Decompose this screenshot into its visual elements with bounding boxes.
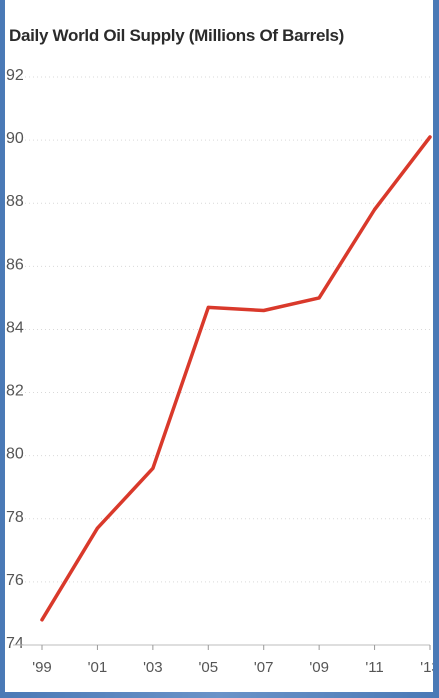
x-tick-label: '07 [254, 659, 274, 676]
y-tick-label: 80 [6, 446, 24, 463]
y-tick-label: 76 [6, 572, 24, 589]
y-tick-label: 84 [6, 319, 24, 336]
series-line [40, 135, 432, 622]
y-tick-label: 90 [6, 130, 24, 147]
data-point [95, 526, 99, 530]
data-point [373, 208, 377, 212]
y-tick-label: 88 [6, 193, 24, 210]
data-point [428, 135, 432, 139]
data-point [40, 618, 44, 622]
x-tick-label: '11 [365, 659, 383, 676]
data-point [206, 305, 210, 309]
x-tick-label: '05 [199, 659, 219, 676]
x-tick-label: '01 [88, 659, 108, 676]
x-tick-label: '13 [420, 659, 433, 676]
chart-title: Daily World Oil Supply (Millions Of Barr… [9, 26, 345, 45]
y-tick-label: 86 [6, 256, 24, 273]
data-point [151, 466, 155, 470]
x-tick-label: '99 [32, 659, 52, 676]
y-tick-label: 82 [6, 383, 24, 400]
chart-panel: Daily World Oil Supply (Millions Of Barr… [5, 0, 433, 692]
line-chart: 74 76 78 80 82 84 86 88 90 92 '99 '01 '03 '05 '07 '09 '1… [6, 67, 433, 676]
x-tick-label: '09 [309, 659, 329, 676]
y-tick-label: 74 [6, 635, 24, 652]
y-tick-label: 78 [6, 509, 24, 526]
x-tick-label: '03 [143, 659, 163, 676]
data-point [262, 309, 266, 313]
data-point [317, 296, 321, 300]
y-tick-label: 92 [6, 67, 24, 84]
